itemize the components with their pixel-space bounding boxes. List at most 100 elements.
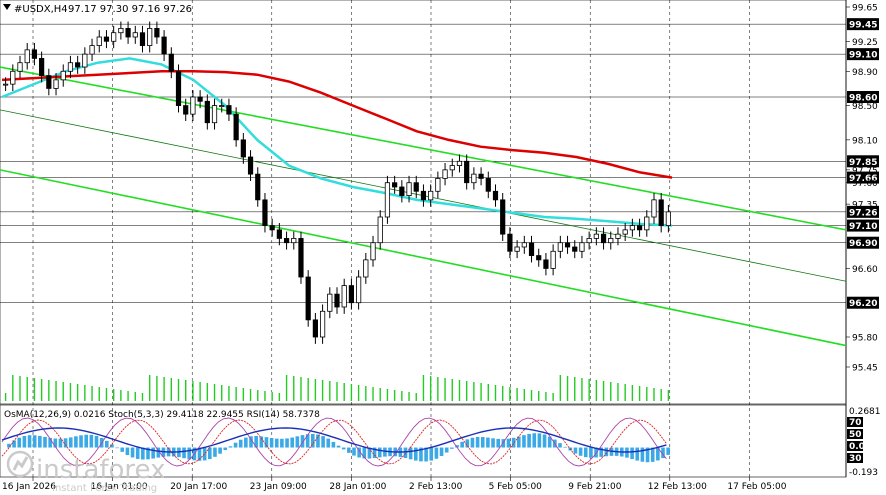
osma-bar: [218, 447, 222, 454]
osma-bar: [74, 436, 78, 448]
osma-bar: [558, 443, 562, 448]
symbol-label: #USDX,H4: [14, 4, 68, 15]
osma-bar: [599, 447, 603, 457]
candle-body: [269, 225, 275, 231]
level-label-bg: [847, 205, 879, 218]
osc-level-label: 50: [849, 430, 862, 440]
symbol-dropdown-icon[interactable]: [3, 4, 11, 10]
level-label-bg: [847, 18, 879, 31]
osma-bar: [300, 435, 305, 448]
candle-body: [125, 28, 131, 38]
ohlc-label: 97.17 97.30 97.16 97.26: [68, 4, 192, 15]
candle-body: [305, 276, 311, 321]
osma-bar: [357, 447, 361, 458]
osma-bar: [517, 436, 521, 448]
stoch-d-line: [1, 419, 667, 465]
osc-level-label: 30: [849, 454, 862, 464]
candle-body: [528, 242, 535, 256]
osc-tick-label: 0.2681: [849, 407, 881, 417]
time-label: 20 Jan 17:00: [170, 482, 227, 492]
level-label-bg: [847, 48, 879, 61]
candle-body: [161, 36, 167, 55]
time-label: 12 Feb 13:00: [648, 482, 707, 492]
osma-bar: [38, 435, 42, 448]
osma-bar: [130, 447, 135, 458]
osma-bar: [63, 438, 68, 448]
candle-body: [442, 169, 448, 179]
osma-bar: [53, 438, 58, 448]
osma-bar: [321, 436, 325, 448]
candle-body: [593, 233, 599, 239]
osma-bar: [290, 437, 294, 448]
osma-bar: [542, 434, 547, 448]
price-tick-label: 99.25: [852, 38, 878, 48]
osma-bar: [465, 439, 470, 448]
candle-body: [557, 242, 563, 252]
candle-body: [118, 28, 124, 34]
candle-body: [521, 242, 527, 248]
osc-panel-frame: [0, 404, 847, 478]
osma-bar: [434, 447, 439, 459]
candle-body: [586, 238, 592, 244]
time-label: 16 Jan 01:00: [91, 482, 148, 492]
osma-bar: [135, 447, 140, 459]
candle-body: [247, 156, 254, 175]
osma-bar: [105, 440, 109, 448]
osma-bar: [640, 447, 645, 462]
osma-bar: [347, 447, 351, 453]
candle-body: [478, 173, 484, 179]
candle-body: [456, 160, 463, 166]
brand-name: instaforex: [36, 455, 165, 485]
price-tick-label: 98.10: [852, 136, 878, 146]
osc-level-bg: [847, 453, 863, 463]
osma-bar: [589, 447, 593, 458]
osma-bar: [522, 435, 526, 448]
osma-bar: [480, 437, 485, 448]
candle-body: [276, 229, 282, 239]
channel-lower-line: [0, 169, 847, 347]
time-axis: 16 Jan 2026 16 Jan 01:00 20 Jan 17:00 23 Ja…: [2, 477, 787, 492]
candle-body: [420, 190, 427, 201]
candle-body: [471, 173, 477, 184]
osma-bar: [429, 447, 434, 461]
candle-body: [485, 178, 491, 192]
price-tick-label: 95.80: [852, 334, 878, 344]
osma-bar: [238, 439, 243, 448]
level-label: 96.20: [849, 299, 877, 309]
time-label: 16 Jan 2026: [2, 482, 56, 492]
osma-bar: [537, 433, 542, 448]
osma-bar: [115, 447, 119, 449]
candle-body: [154, 28, 160, 38]
osma-bar: [661, 447, 665, 459]
time-label: 2 Feb 13:00: [409, 482, 463, 492]
candle-body: [651, 199, 657, 218]
candle-body: [492, 190, 499, 201]
osma-bar: [197, 447, 202, 461]
osma-bar: [146, 447, 150, 460]
osma-bar: [223, 447, 228, 451]
candle-body: [543, 259, 549, 269]
candle-body: [17, 62, 23, 72]
level-label: 97.10: [849, 222, 877, 232]
osma-bar: [635, 447, 640, 461]
candle-body: [356, 276, 362, 304]
chart-header: #USDX,H4 97.17 97.30 97.16 97.26 OsMA(12…: [3, 4, 320, 420]
candle-body: [319, 310, 326, 338]
ema-mid-line: [1, 57, 673, 227]
osma-bar: [573, 447, 578, 454]
level-label-bg: [847, 171, 879, 184]
rsi-line: [1, 427, 667, 453]
time-label: 28 Jan 01:00: [329, 482, 386, 492]
candle-body: [564, 242, 571, 248]
osma-bar: [269, 438, 274, 448]
osma-bar: [311, 433, 315, 448]
candle-body: [75, 62, 81, 68]
time-label: 17 Feb 05:00: [727, 482, 786, 492]
osma-bar: [444, 447, 449, 453]
candle-body: [435, 178, 441, 192]
candle-body: [103, 36, 110, 42]
moving-averages: [1, 57, 673, 227]
